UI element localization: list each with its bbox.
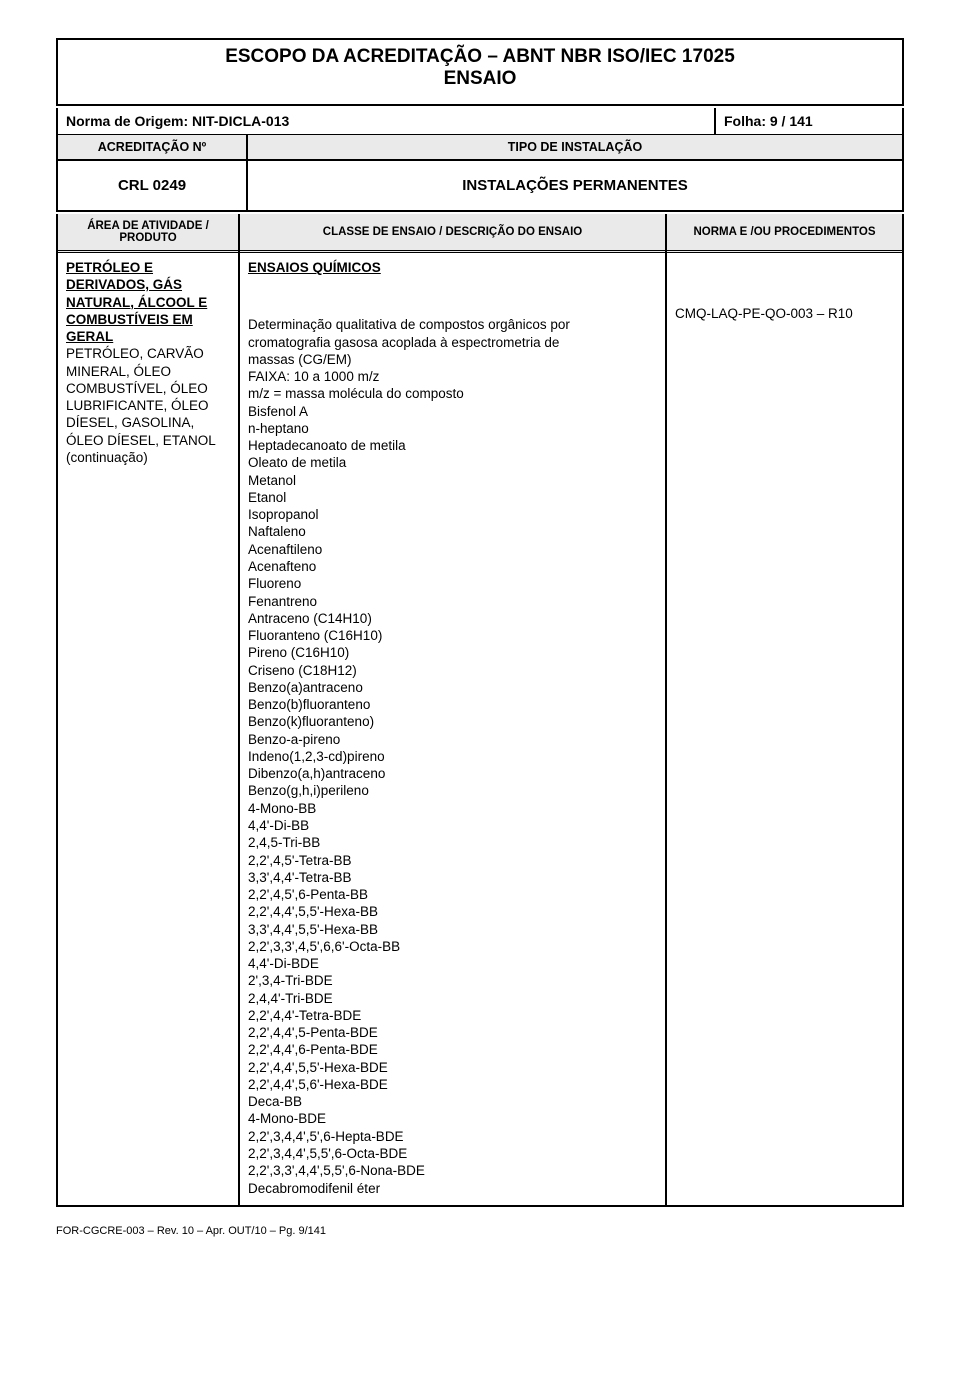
col3-header: NORMA E /OU PROCEDIMENTOS [667, 214, 902, 253]
produto-l12: (continuação) [66, 449, 230, 466]
compound-item: Benzo(g,h,i)perileno [248, 782, 657, 799]
compound-item: 2',3,4-Tri-BDE [248, 972, 657, 989]
compound-item: 4-Mono-BB [248, 800, 657, 817]
norma-row: Norma de Origem: NIT-DICLA-013 Folha: 9 … [56, 108, 904, 135]
compound-item: Isopropanol [248, 506, 657, 523]
produto-l3: NATURAL, ÁLCOOL E [66, 294, 230, 311]
produto-l5: GERAL [66, 328, 230, 345]
produto-l4: COMBUSTÍVEIS EM [66, 311, 230, 328]
compound-item: 4,4'-Di-BDE [248, 955, 657, 972]
column-norma-procedimentos: NORMA E /OU PROCEDIMENTOS CMQ-LAQ-PE-QO-… [667, 214, 902, 1205]
ensaios-quimicos-heading: ENSAIOS QUÍMICOS [248, 259, 657, 276]
compound-item: Benzo(b)fluoranteno [248, 696, 657, 713]
produto-l2: DERIVADOS, GÁS [66, 276, 230, 293]
col1-header: ÁREA DE ATIVIDADE / PRODUTO [58, 214, 238, 253]
compound-item: Antraceno (C14H10) [248, 610, 657, 627]
compound-item: Naftaleno [248, 523, 657, 540]
compound-item: Benzo(k)fluoranteno) [248, 713, 657, 730]
compound-item: Acenaftileno [248, 541, 657, 558]
compound-item: Metanol [248, 472, 657, 489]
col1-body: PETRÓLEO E DERIVADOS, GÁS NATURAL, ÁLCOO… [58, 253, 238, 474]
compound-item: Bisfenol A [248, 403, 657, 420]
compound-list: Bisfenol An-heptanoHeptadecanoato de met… [248, 403, 657, 1197]
desc-p4: FAIXA: 10 a 1000 m/z [248, 368, 657, 385]
accreditation-header-row: ACREDITAÇÃO Nº TIPO DE INSTALAÇÃO [56, 135, 904, 161]
produto-l1: PETRÓLEO E [66, 259, 230, 276]
compound-item: Pireno (C16H10) [248, 644, 657, 661]
compound-item: Deca-BB [248, 1093, 657, 1110]
compound-item: 2,2',4,5',6-Penta-BB [248, 886, 657, 903]
compound-item: 3,3',4,4',5,5'-Hexa-BB [248, 921, 657, 938]
produto-l9: LUBRIFICANTE, ÓLEO [66, 397, 230, 414]
compound-item: 2,2',4,4',6-Penta-BDE [248, 1041, 657, 1058]
crl-number: CRL 0249 [58, 161, 248, 210]
folha: Folha: 9 / 141 [716, 108, 902, 134]
compound-item: Decabromodifenil éter [248, 1180, 657, 1197]
compound-item: Fluoranteno (C16H10) [248, 627, 657, 644]
compound-item: 2,2',3,4,4',5,5',6-Octa-BDE [248, 1145, 657, 1162]
title-line-2: ENSAIO [66, 68, 894, 90]
main-table: ÁREA DE ATIVIDADE / PRODUTO PETRÓLEO E D… [56, 214, 904, 1207]
compound-item: 4-Mono-BDE [248, 1110, 657, 1127]
produto-l11: ÓLEO DÍESEL, ETANOL [66, 432, 230, 449]
compound-item: Acenafteno [248, 558, 657, 575]
compound-item: Fluoreno [248, 575, 657, 592]
compound-item: Criseno (C18H12) [248, 662, 657, 679]
compound-item: Oleato de metila [248, 454, 657, 471]
procedure-code: CMQ-LAQ-PE-QO-003 – R10 [675, 305, 894, 322]
compound-item: Benzo(a)antraceno [248, 679, 657, 696]
desc-p3: massas (CG/EM) [248, 351, 657, 368]
produto-l6: PETRÓLEO, CARVÃO [66, 345, 230, 362]
col1-header-line1: ÁREA DE ATIVIDADE / [87, 220, 209, 232]
title-line-1: ESCOPO DA ACREDITAÇÃO – ABNT NBR ISO/IEC… [66, 46, 894, 68]
compound-item: 2,2',4,4',5,5'-Hexa-BDE [248, 1059, 657, 1076]
compound-item: 2,2',4,5'-Tetra-BB [248, 852, 657, 869]
compound-item: 4,4'-Di-BB [248, 817, 657, 834]
compound-item: 2,2',4,4'-Tetra-BDE [248, 1007, 657, 1024]
desc-p2: cromatografia gasosa acoplada à espectro… [248, 334, 657, 351]
column-descricao: CLASSE DE ENSAIO / DESCRIÇÃO DO ENSAIO E… [240, 214, 667, 1205]
produto-l10: DÍESEL, GASOLINA, [66, 414, 230, 431]
compound-item: Etanol [248, 489, 657, 506]
compound-item: 2,2',4,4',5,5'-Hexa-BB [248, 903, 657, 920]
col3-body: CMQ-LAQ-PE-QO-003 – R10 [667, 253, 902, 330]
compound-item: Heptadecanoato de metila [248, 437, 657, 454]
norma-origem: Norma de Origem: NIT-DICLA-013 [58, 108, 716, 134]
compound-item: 2,4,5-Tri-BB [248, 834, 657, 851]
desc-p1: Determinação qualitativa de compostos or… [248, 316, 657, 333]
accreditation-number-header: ACREDITAÇÃO Nº [58, 135, 248, 159]
installation-type-value: INSTALAÇÕES PERMANENTES [248, 161, 902, 210]
col1-header-line2: PRODUTO [119, 232, 176, 244]
compound-item: 2,2',3,4,4',5',6-Hepta-BDE [248, 1128, 657, 1145]
col2-body: ENSAIOS QUÍMICOS Determinação qualitativ… [240, 253, 665, 1205]
compound-item: Benzo-a-pireno [248, 731, 657, 748]
compound-item: Indeno(1,2,3-cd)pireno [248, 748, 657, 765]
compound-item: 3,3',4,4'-Tetra-BB [248, 869, 657, 886]
page-footer: FOR-CGCRE-003 – Rev. 10 – Apr. OUT/10 – … [56, 1225, 904, 1237]
column-area-produto: ÁREA DE ATIVIDADE / PRODUTO PETRÓLEO E D… [58, 214, 240, 1205]
produto-l8: COMBUSTÍVEL, ÓLEO [66, 380, 230, 397]
compound-item: 2,2',4,4',5,6'-Hexa-BDE [248, 1076, 657, 1093]
compound-item: 2,4,4'-Tri-BDE [248, 990, 657, 1007]
title-box: ESCOPO DA ACREDITAÇÃO – ABNT NBR ISO/IEC… [56, 38, 904, 106]
compound-item: 2,2',3,3',4,4',5,5',6-Nona-BDE [248, 1162, 657, 1179]
compound-item: Fenantreno [248, 593, 657, 610]
installation-type-header: TIPO DE INSTALAÇÃO [248, 135, 902, 159]
compound-item: 2,2',4,4',5-Penta-BDE [248, 1024, 657, 1041]
compound-item: n-heptano [248, 420, 657, 437]
crl-row: CRL 0249 INSTALAÇÕES PERMANENTES [56, 161, 904, 212]
desc-p5: m/z = massa molécula do composto [248, 385, 657, 402]
produto-l7: MINERAL, ÓLEO [66, 363, 230, 380]
compound-item: Dibenzo(a,h)antraceno [248, 765, 657, 782]
compound-item: 2,2',3,3',4,5',6,6'-Octa-BB [248, 938, 657, 955]
col2-header: CLASSE DE ENSAIO / DESCRIÇÃO DO ENSAIO [240, 214, 665, 253]
